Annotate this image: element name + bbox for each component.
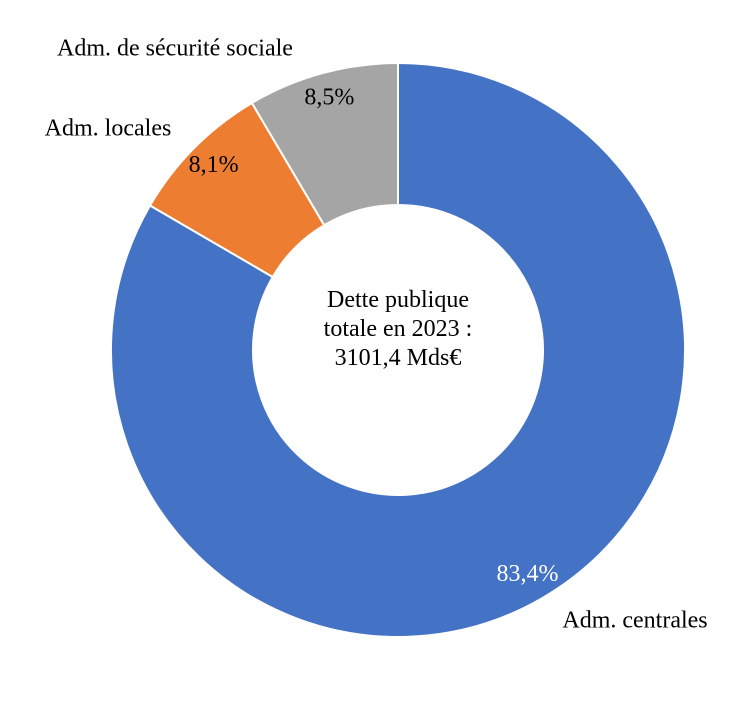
- value-label: 8,5%: [304, 85, 354, 111]
- donut-slice: [110, 61, 686, 638]
- donut-slice: [250, 61, 399, 227]
- value-label: 83,4%: [497, 561, 559, 587]
- center-text: Dette publique totale en 2023 : 3101,4 M…: [323, 287, 473, 371]
- category-label: Adm. locales: [45, 116, 172, 142]
- category-label: Adm. de sécurité sociale: [57, 36, 293, 62]
- category-label: Adm. centrales: [562, 608, 707, 634]
- value-label: 8,1%: [189, 152, 239, 178]
